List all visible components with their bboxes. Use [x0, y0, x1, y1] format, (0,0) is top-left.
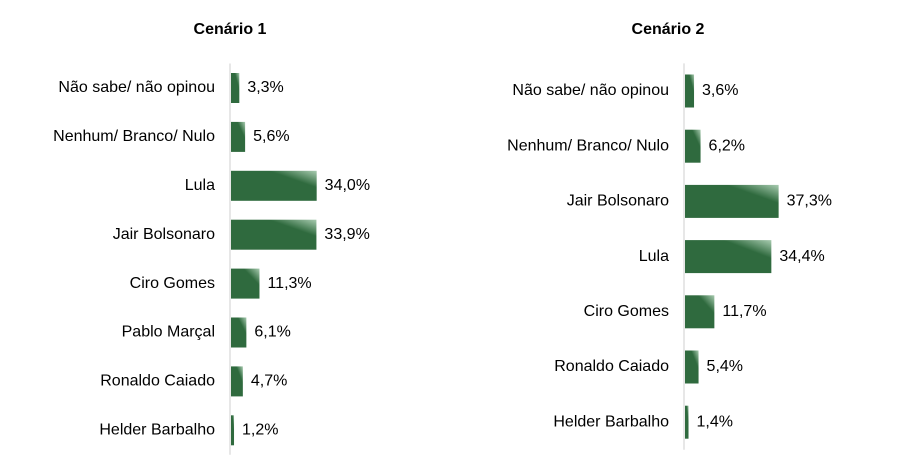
value-label: 1,2% — [242, 422, 278, 439]
value-label: 34,4% — [779, 248, 824, 265]
value-label: 11,7% — [722, 303, 766, 320]
bar — [231, 219, 317, 250]
category-label: Não sabe/ não opinou — [58, 79, 215, 96]
category-label: Ciro Gomes — [584, 303, 669, 320]
chart-title: Cenário 2 — [632, 21, 705, 38]
value-label: 1,4% — [697, 413, 733, 430]
value-label: 11,3% — [267, 275, 311, 292]
bar — [231, 268, 260, 299]
bar — [685, 74, 695, 108]
value-label: 5,4% — [707, 358, 743, 375]
chart-title: Cenário 1 — [194, 21, 267, 38]
bar — [685, 184, 779, 218]
bar — [231, 121, 246, 152]
category-label: Helder Barbalho — [553, 413, 669, 430]
value-label: 6,1% — [254, 324, 290, 341]
category-label: Jair Bolsonaro — [567, 193, 669, 210]
category-label: Lula — [185, 177, 215, 194]
chart-1: Cenário 1 Não sabe/ não opinou 3,3% Nenhum/… — [53, 21, 370, 455]
bar — [231, 170, 317, 201]
bar — [685, 129, 701, 163]
value-label: 37,3% — [787, 193, 832, 210]
value-label: 5,6% — [253, 128, 289, 145]
category-label: Ronaldo Caiado — [554, 358, 669, 375]
bar — [685, 405, 689, 439]
category-label: Não sabe/ não opinou — [512, 82, 669, 99]
bar — [231, 415, 235, 446]
category-label: Helder Barbalho — [99, 422, 215, 439]
value-label: 3,3% — [247, 79, 283, 96]
category-label: Ciro Gomes — [130, 275, 215, 292]
category-label: Jair Bolsonaro — [113, 226, 215, 243]
bar — [685, 295, 715, 329]
value-label: 34,0% — [325, 177, 370, 194]
value-label: 4,7% — [251, 373, 287, 390]
bar — [685, 350, 699, 384]
value-label: 3,6% — [702, 82, 738, 99]
category-label: Nenhum/ Branco/ Nulo — [53, 128, 215, 145]
value-label: 33,9% — [324, 226, 369, 243]
bar — [231, 366, 243, 397]
chart-2: Cenário 2 Não sabe/ não opinou 3,6% Nenhum/… — [507, 21, 832, 450]
bar — [685, 240, 772, 274]
category-label: Ronaldo Caiado — [100, 373, 215, 390]
category-label: Nenhum/ Branco/ Nulo — [507, 137, 669, 154]
category-label: Lula — [639, 248, 669, 265]
category-label: Pablo Marçal — [122, 324, 215, 341]
bar — [231, 73, 240, 103]
value-label: 6,2% — [709, 137, 745, 154]
bar — [231, 317, 247, 348]
